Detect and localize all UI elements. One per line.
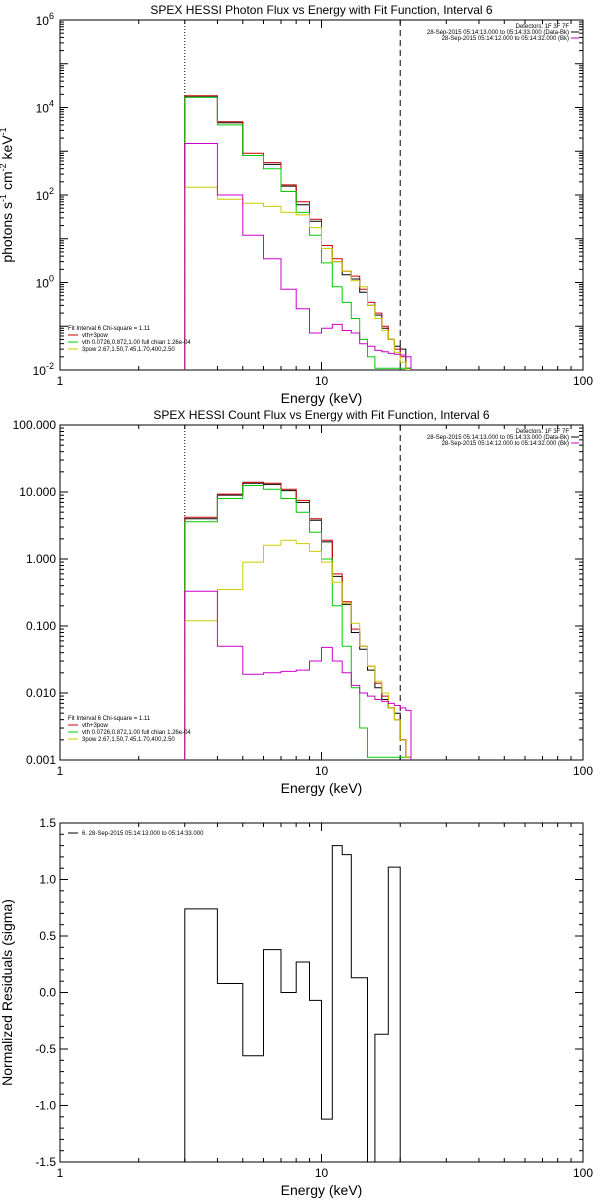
- y-axis-label-part: cm: [0, 171, 15, 194]
- photon-flux-chart: SPEX HESSI Photon Flux vs Energy with Fi…: [0, 3, 593, 406]
- x-tick-label: 100: [573, 1166, 593, 1180]
- series-data-bk: [184, 482, 412, 760]
- legend-left-entry: vth 0.0726,0.872,1.00 full chian 1.26e-0…: [82, 340, 191, 346]
- y-tick-label: 0.0: [39, 986, 56, 1000]
- legend-right-entry: 28-Sep-2015 05:14:13.000 to 05:14:33.000…: [427, 30, 569, 36]
- y-tick-base: 10: [33, 364, 47, 378]
- series-vth-3pow: [184, 481, 412, 760]
- legend-left-entry: Fit Interval 6 Chi-square = 1.11: [68, 326, 151, 332]
- y-axis-label-part: -1: [0, 127, 8, 135]
- series-bk: [184, 590, 412, 760]
- y-tick-label: 1.0: [39, 873, 56, 887]
- x-tick-label: 10: [315, 374, 329, 388]
- chart-title: SPEX HESSI Count Flux vs Energy with Fit…: [153, 408, 489, 422]
- legend-left-entry: 3pow 2.67,1.50,7.45,1.70,400,2.50: [82, 737, 175, 743]
- legend-left-entry: Fit Interval 6 Chi-square = 1.11: [68, 716, 151, 722]
- y-tick-exp: 4: [49, 99, 54, 109]
- y-tick-label: 104: [36, 99, 54, 116]
- legend-left-entry: vth 0.0726,0.872,1.00 full chian 1.26e-0…: [82, 730, 191, 736]
- series-3pow: [184, 186, 411, 370]
- legend-right-entry: 28-Sep-2015 05:14:13.000 to 05:14:33.000…: [427, 435, 569, 441]
- y-tick-exp: 0: [49, 274, 54, 284]
- x-axis-label: Energy (keV): [281, 780, 363, 796]
- x-tick-label: 100: [573, 764, 593, 778]
- x-tick-label: 1: [57, 1166, 64, 1180]
- y-axis-label: Normalized Residuals (sigma): [0, 899, 15, 1086]
- y-tick-exp: 6: [49, 11, 54, 21]
- series-vth: [184, 96, 412, 370]
- x-tick-label: 10: [315, 764, 329, 778]
- residuals-chart: 1 10 100 -1.5 -1.0 -0.5 0.0 0.5 1.0 1.5 Energy (ke…: [0, 816, 593, 1198]
- count-flux-chart: SPEX HESSI Count Flux vs Energy with Fit…: [13, 408, 594, 796]
- y-tick-label: 106: [36, 11, 54, 28]
- y-tick-base: 10: [36, 277, 50, 291]
- legend-right-entry: 28-Sep-2015 05:14:12.000 to 05:14:32.000…: [442, 441, 569, 447]
- series-3pow: [184, 539, 412, 760]
- y-tick-exp: 2: [49, 186, 54, 196]
- y-tick-label: 1.000: [26, 552, 56, 566]
- y-axis-label-part: -2: [0, 163, 8, 171]
- y-tick-label: 100.000: [13, 418, 57, 432]
- y-axis-label-part: -1: [0, 194, 8, 202]
- y-tick-label: 0.010: [26, 686, 56, 700]
- legend-left-entry: vth+3pow: [82, 723, 109, 729]
- legend-right-entry: 28-Sep-2015 05:14:12.000 to 05:14:32.000…: [442, 36, 569, 42]
- series-vth: [184, 485, 412, 760]
- y-tick-label: 0.5: [39, 929, 56, 943]
- x-tick-label: 1: [57, 374, 64, 388]
- legend-left-entry: vth+3pow: [82, 333, 109, 339]
- y-tick-exp: -2: [46, 361, 54, 371]
- series-vth-3pow: [184, 95, 411, 370]
- x-tick-label: 10: [315, 1166, 329, 1180]
- legend-right-entry: Detectors: 1F 3F 7F: [516, 429, 570, 435]
- series-data-bk: [184, 95, 412, 370]
- plot-frame: [59, 19, 584, 371]
- x-axis-label: Energy (keV): [281, 390, 363, 406]
- plot-frame: [59, 424, 584, 761]
- y-axis-label-part: photons s: [0, 202, 15, 263]
- y-tick-label: 1.5: [39, 816, 56, 830]
- y-tick-base: 10: [36, 14, 50, 28]
- chart-title: SPEX HESSI Photon Flux vs Energy with Fi…: [150, 3, 492, 17]
- series-bk: [184, 143, 412, 370]
- y-axis-label: photons s-1 cm-2 keV-1: [0, 127, 15, 262]
- series-residuals: [184, 845, 401, 1162]
- y-tick-label: 10-2: [33, 361, 54, 378]
- y-tick-label: 0.100: [26, 619, 56, 633]
- y-tick-label: -0.5: [35, 1042, 56, 1056]
- y-tick-label: 102: [36, 186, 54, 203]
- y-tick-label: 10.000: [19, 485, 56, 499]
- legend-left-entry: 3pow 2.67,1.50,7.45,1.70,400,2.50: [82, 347, 175, 353]
- y-axis-label-part: keV: [0, 135, 15, 164]
- y-tick-label: 0.001: [26, 753, 56, 767]
- y-tick-label: -1.0: [35, 1099, 56, 1113]
- y-tick-base: 10: [36, 102, 50, 116]
- y-tick-base: 10: [36, 189, 50, 203]
- y-tick-label: -1.5: [35, 1155, 56, 1169]
- legend-right-entry: Detectors: 1F 3F 7F: [516, 24, 570, 30]
- legend-left-entry: 6. 28-Sep-2015 05:14:13.000 to 05:14:33.…: [82, 831, 204, 837]
- y-tick-label: 100: [36, 274, 54, 291]
- x-axis-label: Energy (keV): [281, 1182, 363, 1198]
- x-tick-label: 100: [573, 374, 593, 388]
- x-tick-label: 1: [57, 764, 64, 778]
